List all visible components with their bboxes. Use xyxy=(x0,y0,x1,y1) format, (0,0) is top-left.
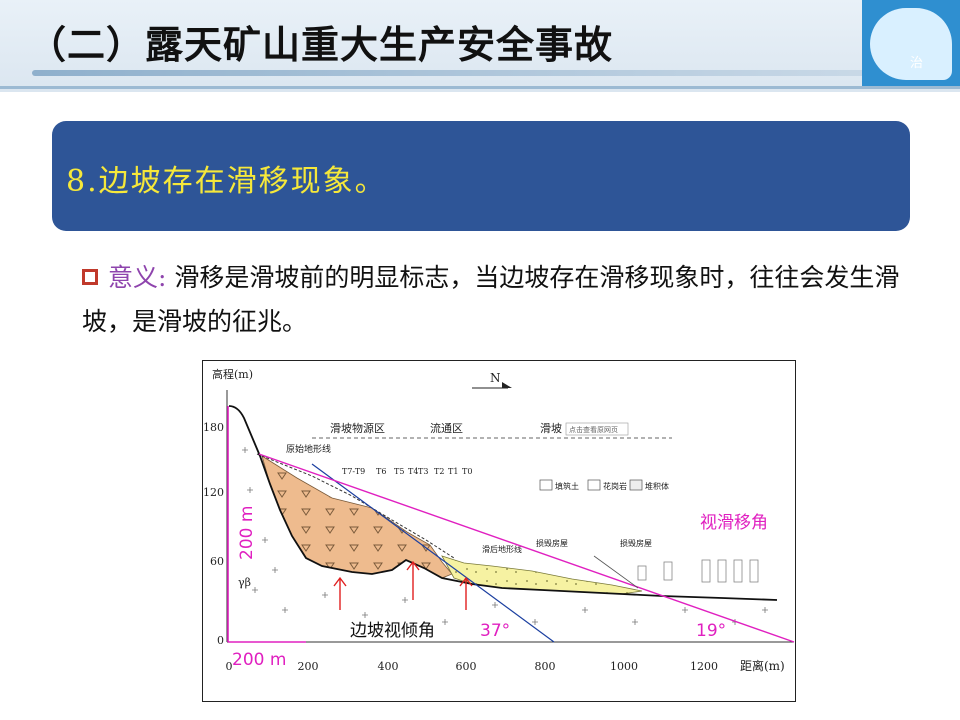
x-tick-label: 200 xyxy=(298,660,319,673)
house-label-2: 损毁房屋 xyxy=(620,538,652,548)
zone-source: 滑坡物源区 xyxy=(330,421,385,435)
x-tick-label: 800 xyxy=(535,660,556,673)
north-arrow: N xyxy=(472,371,512,389)
tree-label: T2 xyxy=(434,467,444,476)
zone-flow: 流通区 xyxy=(430,421,463,435)
destroyed-houses xyxy=(637,559,759,583)
legend-granite-label: 花岗岩 xyxy=(603,481,627,491)
slide-view-angle-label: 视滑移角 xyxy=(700,513,768,533)
tree-label: T0 xyxy=(462,467,472,476)
stamp-text: 点击查看原网页 xyxy=(569,425,618,434)
borehole-markers xyxy=(333,560,473,610)
tree-label: T4 xyxy=(408,467,418,476)
tree-label: T6 xyxy=(376,467,386,476)
legend-fill-label: 填筑土 xyxy=(555,481,579,491)
legend-swatch-deposit xyxy=(629,479,643,491)
ground-surface xyxy=(228,405,778,601)
x-tick-label: 1200 xyxy=(690,660,718,673)
banner-heading: 8.边坡存在滑移现象。 xyxy=(66,164,387,199)
x-tick-label: 400 xyxy=(378,660,399,673)
x-tick-label: 600 xyxy=(456,660,477,673)
tree-label: T5 xyxy=(394,467,404,476)
logo-text: 治 xyxy=(910,56,924,71)
logo: 治 xyxy=(862,0,960,86)
deposit-terrain-label: 滑后地形线 xyxy=(482,544,522,554)
stamp-box xyxy=(565,422,629,436)
material-legend: 填筑土 花岗岩 堆积体 xyxy=(539,479,669,491)
tree-label: T1 xyxy=(448,467,458,476)
legend-swatch-granite xyxy=(587,479,601,491)
landslide-cross-section: 高程(m) 距离(m) 0 60 120 180 0 200 400 600 8… xyxy=(202,360,796,702)
slope-view-angle-label: 边坡视倾角 xyxy=(350,621,435,641)
y-tick-label: 0 xyxy=(217,634,224,647)
legend-swatch-fill xyxy=(539,479,553,491)
y-tick-label: 180 xyxy=(203,421,224,434)
x-ticks: 0 200 400 600 800 1000 1200 xyxy=(226,660,719,673)
section-banner xyxy=(52,121,910,231)
y-tick-label: 60 xyxy=(210,555,224,568)
slope-view-angle-value: 37° xyxy=(480,621,510,641)
height-annotation: 200 m xyxy=(237,506,257,560)
original-terrain-label: 原始地形线 xyxy=(286,443,331,455)
angle-pointer xyxy=(593,555,639,589)
y-tick-label: 120 xyxy=(203,486,224,499)
header-bar xyxy=(0,0,960,92)
page-title: （二）露天矿山重大生产安全事故 xyxy=(28,23,614,67)
tree-label: T3 xyxy=(418,467,428,476)
title-underline xyxy=(32,70,872,76)
significance-paragraph: 意义: 滑移是滑坡前的明显标志，当边坡存在滑移现象时，往往会发生滑坡，是滑坡的征… xyxy=(82,256,912,344)
x-axis-label: 距离(m) xyxy=(740,658,785,673)
x-tick-label: 1000 xyxy=(610,660,638,673)
slide-view-angle-value: 19° xyxy=(696,621,726,641)
y-axis-label: 高程(m) xyxy=(212,367,253,381)
house-label-1: 损毁房屋 xyxy=(536,538,568,548)
significance-text: 滑移是滑坡前的明显标志，当边坡存在滑移现象时，往往会发生滑坡，是滑坡的征兆。 xyxy=(82,263,900,336)
logo-badge xyxy=(870,8,952,80)
zone-deposit: 滑坡 xyxy=(540,422,562,435)
header-divider xyxy=(0,86,960,89)
legend-deposit-label: 堆积体 xyxy=(645,481,669,491)
rock-type-label: γβ xyxy=(238,576,251,589)
north-arrow-head xyxy=(502,382,512,388)
y-ticks: 0 60 120 180 xyxy=(203,421,224,647)
slide-view-line xyxy=(258,453,795,643)
x-tick-label: 0 xyxy=(226,660,233,673)
square-bullet-icon xyxy=(82,269,98,285)
tree-markers: T7-T9 T6 T5 T4 T3 T2 T1 T0 xyxy=(342,467,472,476)
original-terrain-line xyxy=(256,453,455,559)
slope-dip-line xyxy=(311,463,555,643)
significance-keyword: 意义: xyxy=(108,263,167,292)
tree-label: T7-T9 xyxy=(342,467,365,476)
width-annotation: 200 m xyxy=(232,650,286,670)
north-label: N xyxy=(490,371,501,385)
